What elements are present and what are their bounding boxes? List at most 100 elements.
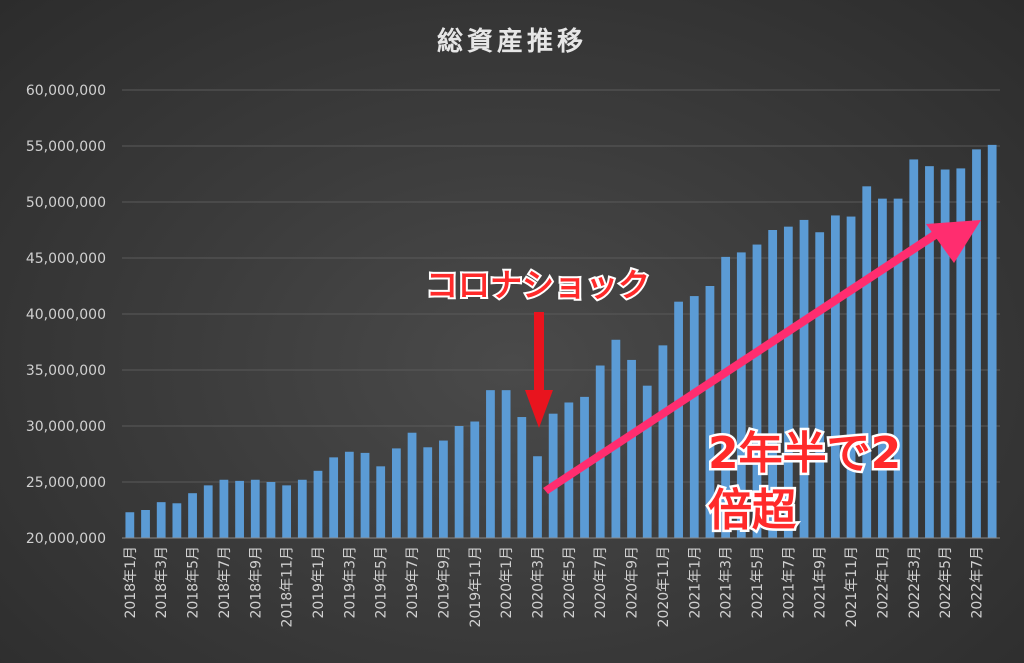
- bar: [486, 390, 495, 538]
- y-tick-label: 20,000,000: [26, 531, 106, 547]
- bar: [313, 470, 323, 538]
- bar: [830, 215, 840, 538]
- bar: [611, 339, 621, 538]
- bar: [391, 448, 401, 538]
- bar: [627, 359, 636, 538]
- y-tick-label: 40,000,000: [26, 307, 106, 323]
- bar: [423, 447, 433, 538]
- x-tick-label: 2018年7月: [217, 546, 233, 619]
- x-tick-label: 2020年5月: [562, 546, 578, 619]
- x-tick-label: 2021年11月: [844, 546, 860, 627]
- x-tick-label: 2022年3月: [907, 546, 923, 619]
- bar: [909, 159, 919, 538]
- down-arrow-annotation: [525, 312, 553, 428]
- x-tick-label: 2018年3月: [154, 546, 170, 619]
- x-tick-label: 2019年3月: [342, 546, 358, 619]
- doubling-label-line2: 倍超: [708, 485, 797, 536]
- bar: [219, 479, 229, 538]
- bar: [297, 479, 307, 538]
- bar: [203, 485, 213, 538]
- x-tick-label: 2022年1月: [875, 546, 891, 619]
- y-axis-ticks: 20,000,000 25,000,000 30,000,000 35,000,000…: [26, 83, 106, 547]
- bar: [470, 421, 480, 538]
- x-tick-label: 2020年7月: [593, 546, 609, 619]
- bar: [360, 452, 370, 538]
- chart-title: 総資産推移: [437, 26, 587, 57]
- bars: [125, 144, 997, 539]
- bar: [344, 451, 354, 538]
- x-tick-label: 2022年5月: [938, 546, 954, 619]
- x-tick-label: 2020年11月: [656, 546, 672, 627]
- bar: [501, 390, 511, 538]
- bar: [376, 466, 386, 538]
- bar: [956, 168, 966, 538]
- bar: [689, 296, 699, 538]
- x-tick-label: 2019年5月: [374, 546, 390, 619]
- bar: [282, 485, 292, 538]
- x-tick-label: 2018年9月: [248, 546, 264, 619]
- bar: [250, 479, 260, 538]
- bar: [407, 432, 417, 538]
- bar: [517, 417, 527, 538]
- y-tick-label: 45,000,000: [26, 251, 106, 267]
- bar: [736, 252, 746, 538]
- bar: [125, 512, 135, 538]
- x-tick-label: 2019年9月: [436, 546, 452, 619]
- bar: [548, 413, 558, 538]
- bar: [799, 219, 809, 539]
- bar: [642, 385, 652, 538]
- x-tick-label: 2021年5月: [750, 546, 766, 619]
- bar: [674, 301, 683, 538]
- bar: [987, 144, 997, 538]
- x-tick-label: 2021年3月: [719, 546, 735, 619]
- x-tick-label: 2021年1月: [687, 546, 703, 619]
- x-tick-label: 2019年7月: [405, 546, 421, 619]
- bar: [925, 166, 934, 538]
- bar: [564, 402, 574, 538]
- bar: [972, 149, 981, 539]
- bar: [815, 232, 825, 539]
- x-tick-label: 2019年1月: [311, 546, 327, 619]
- y-tick-label: 35,000,000: [26, 363, 106, 379]
- bar: [862, 186, 872, 538]
- x-axis-ticks: 2018年1月 2018年3月 2018年5月 2018年7月 2018年9月 2018年…: [123, 546, 986, 627]
- bar: [172, 503, 182, 538]
- bar: [658, 345, 668, 538]
- bar: [329, 457, 339, 538]
- bar: [752, 244, 762, 538]
- bar: [783, 226, 793, 538]
- x-tick-label: 2020年9月: [625, 546, 641, 619]
- bar: [266, 482, 276, 538]
- corona-shock-label: コロナショック: [426, 266, 650, 304]
- bar: [188, 493, 197, 538]
- x-tick-label: 2022年7月: [969, 546, 985, 619]
- bar: [454, 426, 464, 538]
- bar: [721, 256, 731, 538]
- x-tick-label: 2018年1月: [123, 546, 139, 619]
- bar: [156, 502, 166, 538]
- x-tick-label: 2018年5月: [186, 546, 202, 619]
- bar: [940, 169, 950, 538]
- growth-arrow-annotation: [543, 220, 981, 494]
- bar: [768, 230, 778, 538]
- x-tick-label: 2018年11月: [280, 546, 296, 627]
- doubling-label-line1: 2年半で2: [708, 428, 901, 479]
- bar: [846, 216, 856, 538]
- bar: [141, 510, 150, 538]
- y-tick-label: 55,000,000: [26, 139, 106, 155]
- bar: [893, 198, 903, 538]
- y-tick-label: 30,000,000: [26, 419, 106, 435]
- y-tick-label: 50,000,000: [26, 195, 106, 211]
- bar: [705, 286, 715, 538]
- bar: [533, 456, 542, 538]
- x-tick-label: 2020年3月: [530, 546, 546, 619]
- bar: [878, 198, 887, 538]
- x-tick-label: 2021年9月: [813, 546, 829, 619]
- y-tick-label: 60,000,000: [26, 83, 106, 99]
- x-tick-label: 2020年1月: [499, 546, 515, 619]
- gridlines: [122, 89, 1000, 483]
- x-tick-label: 2019年11月: [468, 546, 484, 627]
- bar: [235, 480, 244, 538]
- x-tick-label: 2021年7月: [781, 546, 797, 619]
